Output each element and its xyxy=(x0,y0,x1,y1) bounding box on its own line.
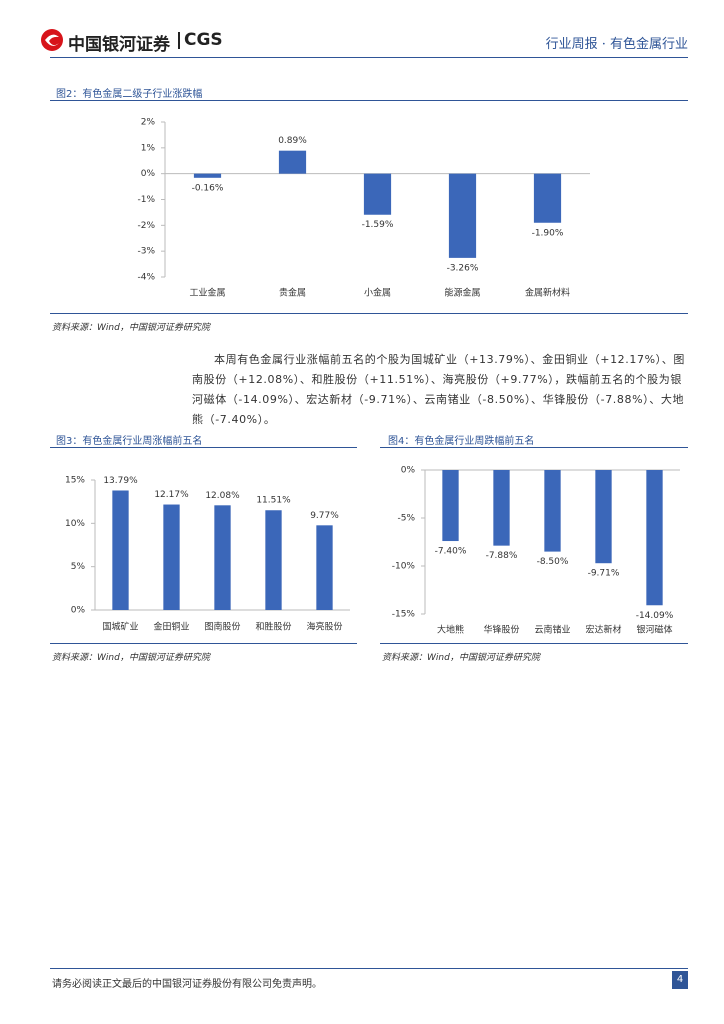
figure-title: 图2：有色金属二级子行业涨跌幅 xyxy=(56,89,203,100)
x-tick-label: 贵金属 xyxy=(279,287,306,299)
bar xyxy=(442,470,459,542)
bar xyxy=(193,173,222,178)
value-label: 12.17% xyxy=(154,490,189,500)
figure-rule xyxy=(380,643,688,644)
value-label: -7.88% xyxy=(486,551,518,561)
bar xyxy=(265,510,282,610)
bar xyxy=(363,173,392,215)
value-label: -14.09% xyxy=(636,611,674,621)
logo-icon xyxy=(41,29,63,51)
value-label: -1.59% xyxy=(362,220,394,230)
bar xyxy=(278,150,307,174)
value-label: -0.16% xyxy=(192,183,224,193)
x-tick-label: 宏达新材 xyxy=(585,624,621,636)
y-tick-label: 10% xyxy=(65,519,85,529)
figure-title: 图3：有色金属行业周涨幅前五名 xyxy=(56,436,203,447)
figure-rule xyxy=(50,313,688,314)
x-tick-label: 和胜股份 xyxy=(255,621,291,633)
value-label: 0.89% xyxy=(278,136,307,146)
paragraph: 本周有色金属行业涨幅前五名的个股为国城矿业（+13.79%）、金田铜业（+12.… xyxy=(192,353,685,426)
value-label: -9.71% xyxy=(588,569,620,579)
figure-title: 图4：有色金属行业周跌幅前五名 xyxy=(388,436,535,447)
y-tick-label: 0% xyxy=(141,169,156,179)
y-tick-label: -10% xyxy=(392,562,416,572)
y-tick-label: -2% xyxy=(137,221,155,231)
logo-cn: 中国银河证券 xyxy=(68,35,170,55)
x-tick-label: 工业金属 xyxy=(189,287,225,299)
bar xyxy=(316,525,333,610)
value-label: -8.50% xyxy=(537,557,569,567)
y-tick-label: 0% xyxy=(401,466,416,476)
bar xyxy=(163,504,180,610)
value-label: 12.08% xyxy=(205,491,240,501)
source: 资料来源：Wind，中国银河证券研究院 xyxy=(52,323,210,333)
y-tick-label: 2% xyxy=(141,118,156,128)
footer-rule xyxy=(50,968,688,969)
figure-rule xyxy=(50,643,357,644)
x-tick-label: 云南锗业 xyxy=(534,624,570,636)
value-label: 9.77% xyxy=(310,511,339,521)
x-tick-label: 金属新材料 xyxy=(525,287,570,299)
value-label: -3.26% xyxy=(447,263,479,273)
source: 资料来源：Wind，中国银河证券研究院 xyxy=(382,653,540,663)
figure-rule xyxy=(380,447,688,448)
bar xyxy=(544,470,561,552)
y-tick-label: 15% xyxy=(65,476,85,486)
y-tick-label: -5% xyxy=(397,514,415,524)
x-tick-label: 小金属 xyxy=(364,287,391,299)
bar xyxy=(595,470,612,564)
value-label: 13.79% xyxy=(103,476,138,486)
bar xyxy=(646,470,663,606)
x-tick-label: 大地熊 xyxy=(437,624,464,636)
figure-rule xyxy=(50,100,688,101)
y-tick-label: 1% xyxy=(141,143,156,153)
x-tick-label: 能源金属 xyxy=(444,287,480,299)
x-tick-label: 华锋股份 xyxy=(483,624,519,636)
y-tick-label: 5% xyxy=(71,562,86,572)
value-label: -1.90% xyxy=(532,228,564,238)
bar xyxy=(214,505,231,610)
x-tick-label: 图南股份 xyxy=(204,621,240,633)
value-label: -7.40% xyxy=(435,547,467,557)
bar xyxy=(493,470,510,546)
y-tick-label: -15% xyxy=(392,610,416,620)
figure-rule xyxy=(50,447,357,448)
source: 资料来源：Wind，中国银河证券研究院 xyxy=(52,653,210,663)
y-tick-label: -4% xyxy=(137,273,155,283)
bar xyxy=(533,173,562,223)
disclaimer: 请务必阅读正文最后的中国银河证券股份有限公司免责声明。 xyxy=(52,979,322,990)
x-tick-label: 国城矿业 xyxy=(102,621,138,633)
y-tick-label: 0% xyxy=(71,606,86,616)
bar xyxy=(112,490,129,610)
page-number: 4 xyxy=(672,971,688,989)
x-tick-label: 银河磁体 xyxy=(636,624,672,636)
x-tick-label: 海亮股份 xyxy=(306,621,342,633)
value-label: 11.51% xyxy=(256,496,291,506)
y-tick-label: -3% xyxy=(137,247,155,257)
header-rule xyxy=(50,57,688,58)
x-tick-label: 金田铜业 xyxy=(153,621,189,633)
logo-divider xyxy=(178,32,180,49)
logo-en: CGS xyxy=(184,30,223,50)
y-tick-label: -1% xyxy=(137,195,155,205)
bar xyxy=(448,173,477,258)
header-section: 行业周报 · 有色金属行业 xyxy=(545,37,688,52)
